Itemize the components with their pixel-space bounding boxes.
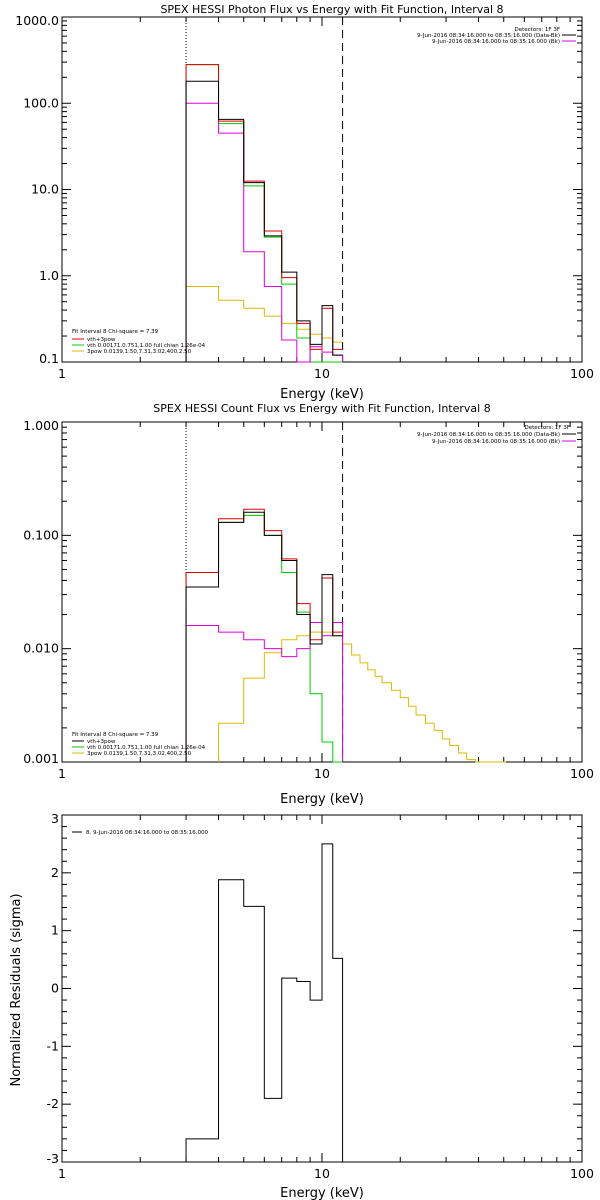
y-tick-label: 10.0 — [31, 182, 59, 197]
x-tick-label: 1 — [58, 1166, 66, 1181]
x-tick-label: 10 — [314, 366, 330, 381]
residuals-legend: 8. 9-Jun-2016 08:34:16.000 to 08:35:16.0… — [72, 830, 209, 836]
y-tick-label: 0.100 — [23, 527, 59, 542]
x-tick-label: 1 — [58, 766, 66, 781]
series-data — [185, 511, 343, 762]
photon-legend-bk: 9-Jun-2016 08:34:16.000 to 08:35:16.000 … — [432, 39, 560, 45]
count-legend-model: vth+3pow — [87, 739, 116, 745]
series-data — [185, 843, 344, 1162]
photon-flux-panel: SPEX HESSI Photon Flux vs Energy with Fi… — [15, 3, 594, 402]
count-flux-legend-right: Detectors: 1F 3F 9-Jun-2016 08:34:16.000… — [417, 425, 576, 445]
y-tick-label: 1.0 — [39, 268, 59, 283]
photon-flux-title: SPEX HESSI Photon Flux vs Energy with Fi… — [160, 3, 503, 16]
residuals-ylabel: Normalized Residuals (sigma) — [9, 893, 24, 1086]
y-tick-label: 0.001 — [23, 751, 59, 766]
y-tick-label: 3 — [51, 811, 59, 826]
x-tick-label: 100 — [570, 766, 594, 781]
series-model — [185, 508, 343, 762]
x-tick-label: 100 — [570, 366, 594, 381]
y-tick-label: 100.0 — [23, 95, 59, 110]
series-background — [185, 102, 344, 363]
x-tick-label: 10 — [314, 766, 330, 781]
series-data — [185, 80, 343, 362]
y-tick-label: 1 — [51, 923, 59, 938]
photon-legend-detectors: Detectors: 1F 3F — [514, 27, 560, 33]
count-flux-axes: 1 10 100 0.001 0.010 0.100 1.000 — [23, 418, 594, 781]
y-tick-label: -1 — [47, 1038, 59, 1053]
y-tick-label: -2 — [47, 1096, 59, 1111]
y-tick-label: -3 — [47, 1151, 59, 1166]
residuals-plot — [185, 843, 344, 1162]
photon-flux-legend-left: Fit Interval 8 Chi-square = 7.39 vth+3po… — [72, 329, 206, 355]
residuals-axes: 1 10 100 -3 -2 -1 0 1 2 3 — [47, 811, 594, 1181]
series-nonthermal — [218, 631, 506, 763]
photon-flux-axes: 1 10 100 0.1 1.0 10.0 100.0 1000.0 — [15, 13, 594, 381]
photon-legend-databk: 9-Jun-2016 08:34:16.000 to 08:35:16.000 … — [417, 33, 560, 39]
photon-flux-xlabel: Energy (keV) — [280, 387, 364, 402]
photon-legend-model: vth+3pow — [87, 337, 116, 343]
count-legend-detectors: Detectors: 1F 3F — [524, 425, 570, 431]
count-flux-xlabel: Energy (keV) — [280, 792, 364, 807]
series-background — [185, 622, 344, 762]
y-tick-label: 0.1 — [39, 351, 59, 366]
count-flux-title: SPEX HESSI Count Flux vs Energy with Fit… — [153, 402, 490, 415]
count-legend-bk: 9-Jun-2016 08:34:16.000 to 08:35:16.000 … — [432, 439, 560, 445]
residuals-xlabel: Energy (keV) — [280, 1186, 364, 1200]
photon-flux-legend-right: Detectors: 1F 3F 9-Jun-2016 08:34:16.000… — [417, 27, 576, 45]
x-tick-label: 10 — [314, 1166, 330, 1181]
photon-legend-nonthermal: 3pow 0.0139,1.50,7.31,3.02,400,2.50 — [87, 349, 192, 355]
count-legend-nonthermal: 3pow 0.0139,1.50,7.31,3.02,400,2.50 — [87, 751, 192, 757]
residuals-legend-label: 8. 9-Jun-2016 08:34:16.000 to 08:35:16.0… — [86, 830, 209, 836]
count-flux-legend-left: Fit Interval 8 Chi-square = 7.39 vth+3po… — [72, 732, 206, 757]
count-flux-panel: SPEX HESSI Count Flux vs Energy with Fit… — [23, 402, 594, 807]
series-nonthermal — [186, 286, 343, 343]
count-flux-plot — [185, 422, 506, 763]
photon-flux-plot — [185, 17, 344, 363]
photon-legend-fit: Fit Interval 8 Chi-square = 7.39 — [72, 329, 159, 335]
y-tick-label: 1.000 — [23, 418, 59, 433]
count-legend-thermal: vth 0.00171,0.751,1.00 full chian 1.26e-… — [87, 745, 206, 751]
y-tick-label: 2 — [51, 865, 59, 880]
x-tick-label: 100 — [570, 1166, 594, 1181]
y-tick-label: 1000.0 — [15, 13, 59, 28]
y-tick-label: 0 — [51, 981, 59, 996]
residuals-panel: 1 10 100 -3 -2 -1 0 1 2 3 Energy (keV) Normalized… — [9, 811, 594, 1200]
y-tick-label: 0.010 — [23, 641, 59, 656]
series-thermal — [185, 514, 343, 763]
photon-legend-thermal: vth 0.00171,0.751,1.00 full chian 1.26e-… — [87, 343, 206, 349]
count-legend-databk: 9-Jun-2016 08:34:16.000 to 08:35:16.000 … — [417, 432, 560, 438]
count-legend-fit: Fit Interval 8 Chi-square = 7.39 — [72, 732, 159, 738]
x-tick-label: 1 — [58, 366, 66, 381]
